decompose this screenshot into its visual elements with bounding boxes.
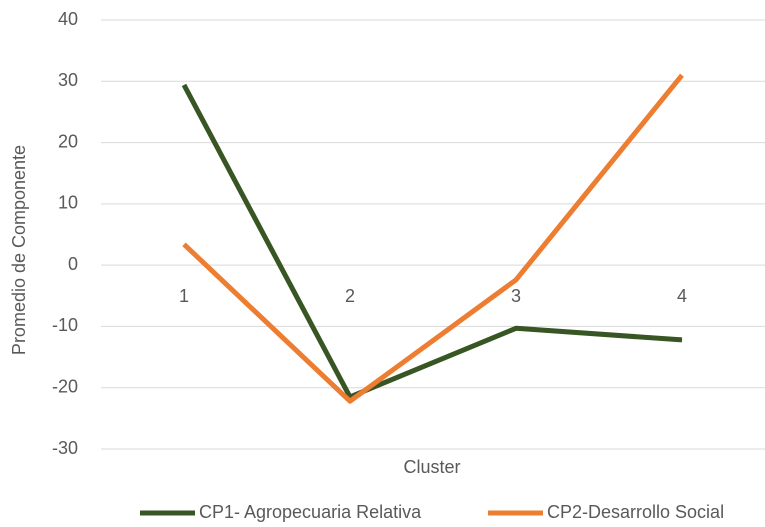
y-tick-label: 30 [58, 70, 78, 90]
y-tick-label: 10 [58, 193, 78, 213]
x-tick-label: 4 [677, 286, 687, 306]
legend-label: CP1- Agropecuaria Relativa [199, 502, 422, 522]
y-tick-label: 40 [58, 9, 78, 29]
series-line [182, 73, 684, 404]
x-axis-title: Cluster [403, 457, 460, 477]
y-tick-label: -30 [52, 438, 78, 458]
y-tick-label: 0 [68, 254, 78, 274]
y-tick-label: -10 [52, 315, 78, 335]
x-tick-label: 2 [345, 286, 355, 306]
y-tick-label: 20 [58, 131, 78, 151]
y-tick-label: -20 [52, 376, 78, 396]
x-tick-label: 3 [511, 286, 521, 306]
y-axis-title: Promedio de Componente [9, 145, 29, 355]
legend-label: CP2-Desarrollo Social [547, 502, 724, 522]
x-tick-label: 1 [179, 286, 189, 306]
series-line [181, 83, 683, 400]
